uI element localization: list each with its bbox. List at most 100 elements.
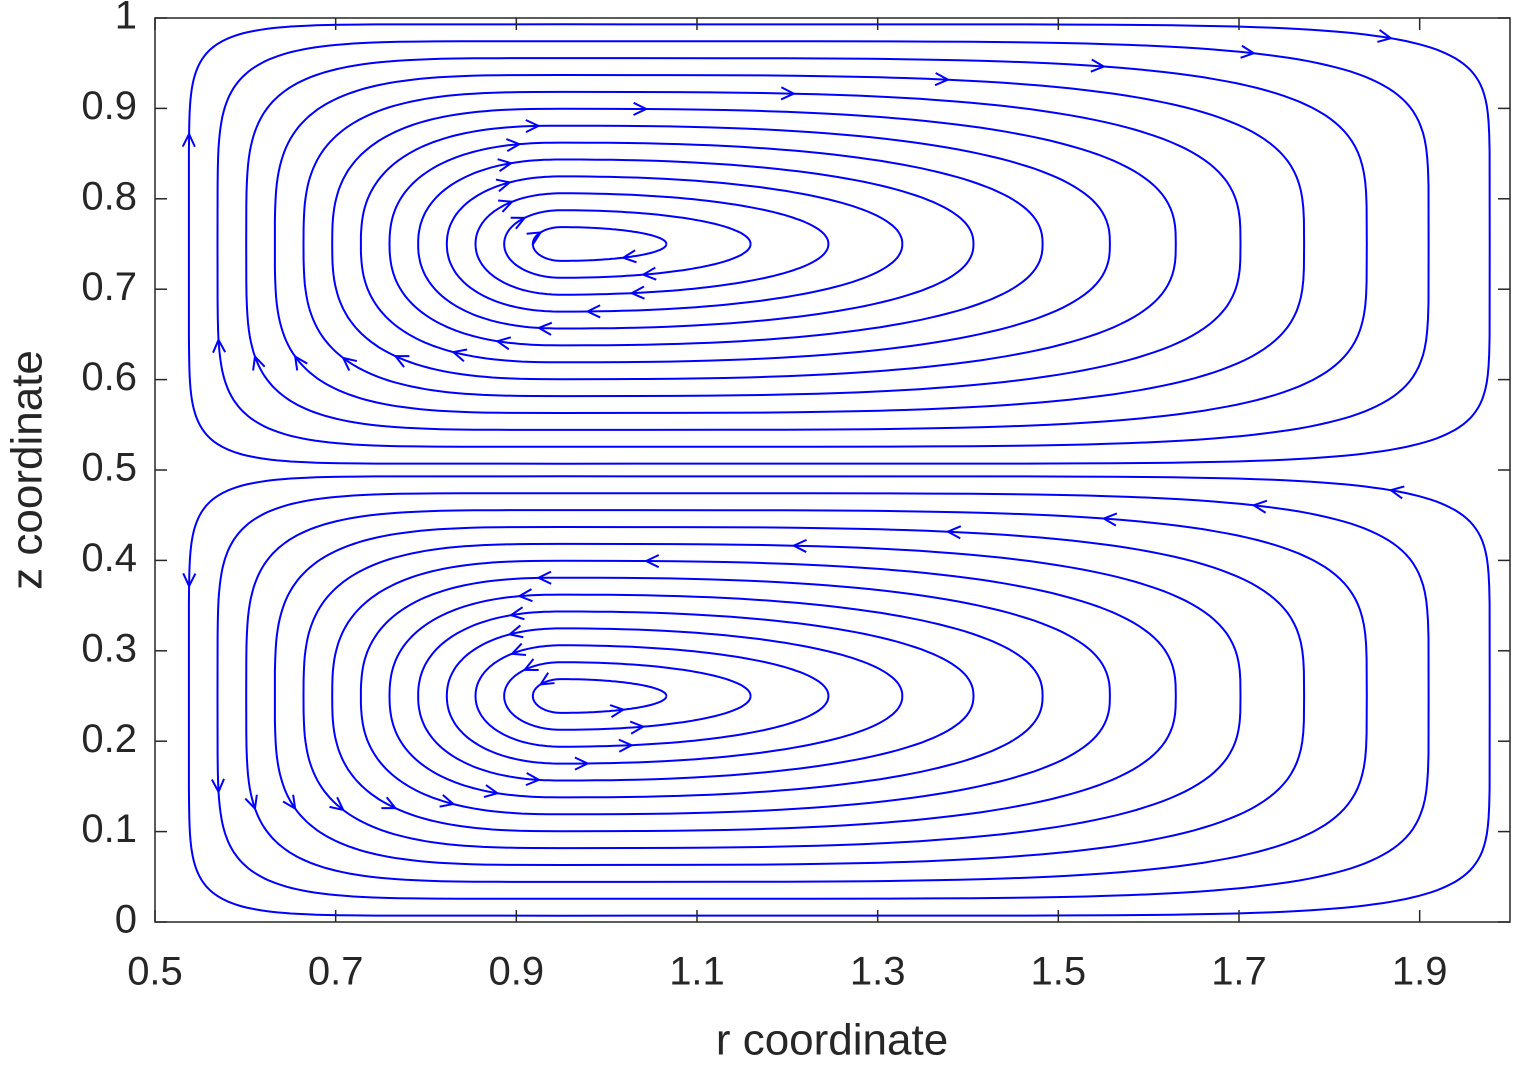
streamline [359, 124, 1111, 364]
y-tick-label: 0.4 [81, 536, 137, 580]
streamline [417, 610, 975, 782]
y-tick-label: 0.5 [81, 446, 137, 490]
x-tick-label: 0.5 [127, 950, 183, 994]
arrowhead [536, 570, 552, 585]
x-tick-label: 1.9 [1392, 950, 1448, 994]
arrowhead [381, 796, 398, 810]
streamline [474, 192, 830, 296]
arrowhead [609, 704, 626, 718]
y-axis-label: z coordinate [3, 350, 52, 590]
arrowhead [505, 138, 522, 153]
arrowhead [621, 249, 637, 264]
x-tick-label: 1.3 [850, 950, 906, 994]
arrowhead [182, 572, 197, 589]
arrowhead [244, 794, 258, 811]
arrowhead [585, 304, 601, 319]
arrowhead [510, 216, 527, 230]
arrowhead [495, 178, 512, 193]
arrowhead [252, 354, 266, 371]
arrowhead [508, 606, 525, 621]
x-tick-label: 0.9 [489, 950, 545, 994]
streamline [503, 661, 752, 731]
streamline [445, 627, 904, 765]
arrowhead [1240, 44, 1257, 59]
arrowhead [509, 642, 527, 656]
x-tick-label: 1.1 [669, 950, 725, 994]
streamline [245, 57, 1368, 431]
arrowhead [451, 348, 468, 363]
arrowhead [212, 337, 227, 354]
y-tick-label: 1 [115, 0, 137, 38]
x-tick-label: 1.7 [1211, 950, 1267, 994]
arrowhead [393, 355, 410, 368]
arrowhead [574, 756, 590, 771]
arrowhead [1090, 58, 1107, 73]
y-tick-label: 0 [115, 898, 137, 942]
arrowhead [293, 354, 308, 371]
y-tick-label: 0.2 [81, 717, 137, 761]
arrowhead [181, 131, 196, 148]
arrowhead [483, 784, 500, 799]
arrowhead [629, 285, 645, 300]
streamline [302, 90, 1242, 398]
streamline [187, 23, 1491, 465]
streamline [359, 576, 1111, 816]
streamline [331, 559, 1177, 833]
arrowhead [791, 538, 807, 553]
arrowhead [439, 794, 456, 808]
streamline [216, 492, 1430, 900]
arrowhead [538, 672, 555, 686]
streamline [388, 141, 1044, 347]
streamline [273, 73, 1306, 415]
streamline [445, 175, 904, 313]
y-tick-label: 0.8 [81, 174, 137, 218]
arrowhead [522, 658, 539, 671]
arrowhead [618, 738, 634, 753]
arrowhead [329, 796, 346, 812]
arrowhead [780, 86, 797, 101]
arrowhead [495, 336, 512, 351]
arrowhead [525, 772, 542, 787]
x-tick-label: 1.5 [1031, 950, 1087, 994]
arrowhead [210, 778, 225, 795]
streamline [302, 542, 1242, 850]
arrowhead [1101, 512, 1118, 527]
arrowhead [341, 356, 358, 372]
arrowhead [643, 554, 660, 569]
arrowhead [934, 72, 951, 87]
arrowhead [507, 624, 524, 639]
streamline [417, 158, 975, 330]
arrowhead [526, 231, 543, 245]
arrowhead [1251, 499, 1268, 514]
arrowhead [497, 158, 514, 173]
arrowhead [640, 266, 657, 281]
streamline [245, 509, 1368, 883]
streamline [503, 209, 752, 279]
arrowhead [1377, 29, 1394, 43]
y-tick-label: 0.7 [81, 265, 137, 309]
arrowhead [525, 119, 541, 134]
streamlines [181, 23, 1491, 917]
arrowhead [282, 794, 297, 811]
streamline [474, 644, 830, 748]
arrowhead [498, 199, 515, 213]
y-tick-label: 0.6 [81, 355, 137, 399]
arrowhead [517, 588, 533, 603]
streamline [531, 678, 668, 714]
y-tick-label: 0.9 [81, 84, 137, 128]
arrowhead [629, 720, 646, 735]
y-tick-label: 0.1 [81, 807, 137, 851]
arrowhead [536, 321, 553, 336]
y-tick-label: 0.3 [81, 626, 137, 670]
arrowhead [633, 101, 649, 116]
arrowhead [945, 525, 962, 540]
x-axis-label: r coordinate [716, 1016, 948, 1065]
streamline [531, 226, 668, 262]
streamline [187, 475, 1491, 917]
streamline [273, 525, 1306, 867]
streamline [388, 593, 1044, 799]
streamline [331, 107, 1177, 381]
arrowhead [1388, 485, 1405, 500]
streamline [216, 40, 1430, 448]
